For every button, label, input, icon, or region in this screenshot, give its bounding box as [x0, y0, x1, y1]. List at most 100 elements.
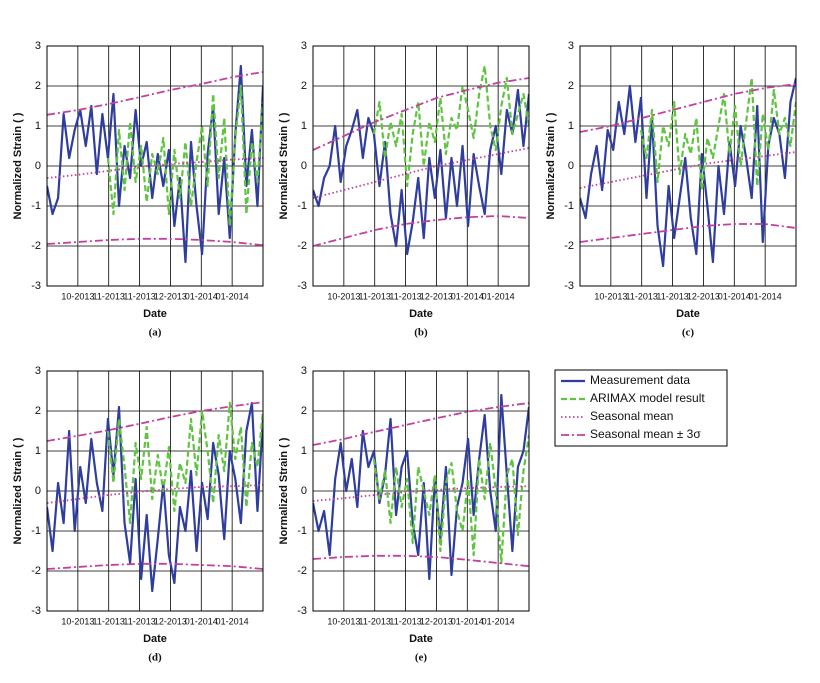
series-line [47, 157, 263, 179]
y-tick-label: -1 [31, 525, 41, 537]
y-tick-label: -2 [297, 565, 307, 577]
x-tick-label: 01-2014 [482, 291, 515, 301]
panel-caption: (b) [414, 327, 428, 339]
legend-label: Seasonal mean [590, 409, 673, 423]
legend-box [554, 369, 728, 447]
panel-caption: (d) [148, 652, 162, 664]
y-tick-label: -3 [297, 280, 307, 292]
y-tick-label: 3 [301, 365, 307, 377]
x-tick-label: 10-2013 [61, 291, 94, 301]
panel-caption: (e) [415, 652, 428, 664]
plot-frame [579, 45, 797, 287]
plot-frame [46, 370, 264, 612]
series-line [313, 402, 529, 446]
y-axis-label: Normalized Strain ( ) [12, 437, 24, 544]
x-tick-label: 11-2013 [123, 291, 155, 301]
x-tick-label: 10-2013 [594, 291, 627, 301]
y-tick-label: -1 [297, 525, 307, 537]
series-line [313, 485, 529, 502]
x-tick-label: 01-2014 [185, 616, 218, 626]
series-line-lower [47, 237, 263, 247]
x-tick-label: 12-2013 [154, 291, 187, 301]
y-tick-label: -1 [564, 200, 574, 212]
y-tick-label: -3 [297, 605, 307, 617]
x-tick-label: 01-2014 [216, 616, 249, 626]
y-tick-label: 0 [35, 160, 41, 172]
x-tick-label: 01-2014 [718, 291, 751, 301]
y-axis-label: Normalized Strain ( ) [278, 437, 290, 544]
x-tick-label: 12-2013 [420, 616, 453, 626]
series-line-lower [313, 215, 529, 247]
series-line [47, 401, 263, 442]
y-tick-label: 0 [568, 160, 574, 172]
x-tick-label: 10-2013 [327, 291, 360, 301]
y-tick-label: -3 [564, 280, 574, 292]
plot-frame [312, 45, 530, 287]
panel-caption: (c) [682, 327, 695, 339]
x-tick-label: 11-2013 [389, 291, 421, 301]
series-line [580, 83, 796, 133]
y-tick-label: -2 [31, 240, 41, 252]
y-tick-label: 2 [301, 405, 307, 417]
y-tick-label: 3 [568, 40, 574, 52]
series-line [313, 147, 529, 199]
series-line [372, 64, 529, 188]
series-line [313, 77, 529, 151]
y-tick-label: 3 [301, 40, 307, 52]
x-tick-label: 11-2013 [93, 291, 125, 301]
y-axis-label: Normalized Strain ( ) [278, 112, 290, 219]
y-tick-label: 1 [568, 120, 574, 132]
y-tick-label: 1 [301, 445, 307, 457]
y-tick-label: 1 [35, 120, 41, 132]
x-axis-label: Date [143, 633, 167, 645]
x-tick-label: 11-2013 [656, 291, 688, 301]
series-line [47, 71, 263, 116]
x-tick-label: 11-2013 [123, 616, 155, 626]
x-tick-label: 01-2014 [749, 291, 782, 301]
legend-label: Seasonal mean ± 3σ [590, 427, 701, 441]
y-axis-label: Normalized Strain ( ) [545, 112, 557, 219]
y-tick-label: 1 [35, 445, 41, 457]
x-axis-label: Date [676, 308, 700, 320]
y-axis-label: Normalized Strain ( ) [12, 112, 24, 219]
x-axis-label: Date [409, 308, 433, 320]
y-tick-label: 3 [35, 365, 41, 377]
series-line [313, 393, 529, 581]
series-line [639, 76, 796, 192]
x-tick-label: 11-2013 [389, 616, 421, 626]
series-line [372, 434, 529, 565]
x-tick-label: 11-2013 [359, 291, 391, 301]
y-tick-label: -3 [31, 605, 41, 617]
x-tick-label: 01-2014 [451, 291, 484, 301]
series-line [106, 401, 263, 525]
series-line [106, 84, 263, 228]
x-tick-label: 01-2014 [451, 616, 484, 626]
legend-label: ARIMAX model result [590, 391, 705, 405]
y-tick-label: 3 [35, 40, 41, 52]
series-line [47, 401, 263, 593]
y-tick-label: 2 [35, 80, 41, 92]
x-tick-label: 12-2013 [420, 291, 453, 301]
x-tick-label: 11-2013 [626, 291, 658, 301]
x-tick-label: 01-2014 [185, 291, 218, 301]
x-tick-label: 11-2013 [359, 616, 391, 626]
series-line [580, 151, 796, 189]
y-tick-label: -2 [564, 240, 574, 252]
series-line [313, 88, 529, 256]
y-tick-label: -2 [297, 240, 307, 252]
panel-caption: (a) [149, 327, 162, 339]
series-line [47, 484, 263, 504]
x-axis-label: Date [143, 308, 167, 320]
series-line-lower [313, 554, 529, 568]
x-tick-label: 01-2014 [216, 291, 249, 301]
y-tick-label: -1 [31, 200, 41, 212]
y-tick-label: 0 [301, 160, 307, 172]
x-tick-label: 10-2013 [327, 616, 360, 626]
y-tick-label: -1 [297, 200, 307, 212]
series-line [47, 64, 263, 264]
y-tick-label: 2 [568, 80, 574, 92]
x-tick-label: 01-2014 [482, 616, 515, 626]
x-tick-label: 12-2013 [687, 291, 720, 301]
series-line [580, 77, 796, 268]
x-tick-label: 11-2013 [93, 616, 125, 626]
